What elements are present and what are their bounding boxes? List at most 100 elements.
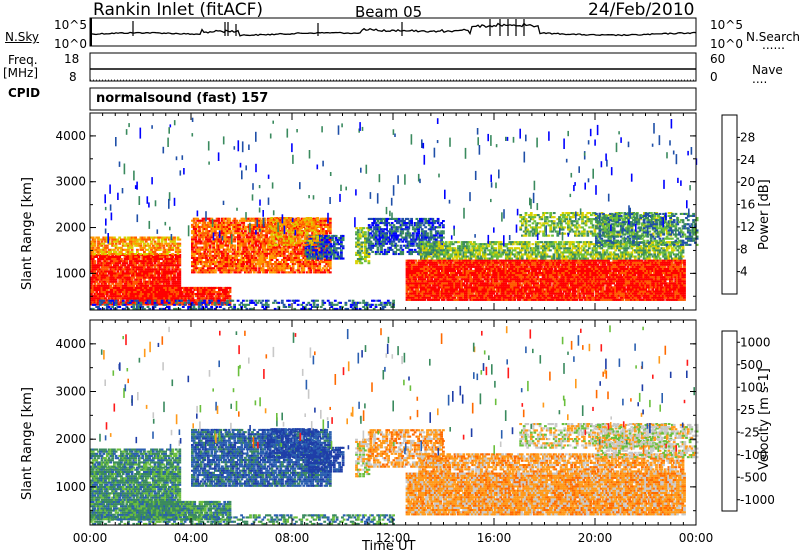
power-cell (157, 278, 160, 281)
power-cell (217, 263, 221, 266)
power-cell (324, 243, 327, 246)
power-cell (238, 242, 242, 245)
power-cell (127, 264, 130, 267)
power-cell (178, 274, 182, 277)
power-cell (418, 286, 421, 289)
power-cell (233, 252, 237, 255)
power-cell (169, 258, 173, 261)
power-cell (258, 271, 261, 274)
power-cell (100, 295, 104, 298)
power-cell (118, 242, 122, 245)
power-cell (166, 244, 169, 247)
power-cell (102, 282, 106, 285)
power-cell (238, 232, 242, 235)
power-cell (91, 288, 95, 291)
power-cell (317, 255, 320, 258)
power-cell (219, 244, 223, 247)
power-cell (399, 246, 403, 249)
power-cell (316, 217, 319, 220)
power-cell (288, 252, 291, 255)
power-cell (174, 258, 178, 261)
power-cell (436, 230, 440, 233)
power-cell (223, 291, 227, 294)
power-cell (153, 250, 157, 253)
power-cell (150, 270, 153, 273)
power-cell (334, 236, 338, 239)
power-cell (95, 266, 99, 269)
power-cell (272, 254, 276, 257)
power-cell (139, 244, 143, 247)
power-cell (277, 244, 281, 247)
power-cell (396, 230, 399, 233)
power-cell (303, 229, 307, 232)
power-cell (277, 252, 281, 255)
power-cell (295, 217, 299, 220)
power-cell (114, 286, 118, 289)
power-cell (305, 221, 309, 224)
power-cell (289, 237, 293, 240)
power-cell (279, 219, 283, 222)
power-cell (228, 263, 231, 266)
power-cell (139, 276, 143, 279)
power-cell (145, 297, 149, 300)
power-cell (360, 262, 364, 265)
power-cell (224, 252, 228, 255)
power-cell (302, 248, 306, 251)
power-cell (229, 263, 233, 266)
power-cell (231, 256, 235, 259)
power-cell (107, 250, 111, 253)
power-cell (256, 244, 260, 247)
power-cell (143, 264, 146, 267)
power-cell (149, 288, 152, 291)
power-cell (221, 242, 224, 245)
power-cell (267, 221, 270, 224)
power-cell (167, 236, 171, 239)
power-cell (385, 222, 389, 225)
power-cell (205, 295, 209, 298)
power-cell (247, 250, 251, 253)
power-cell (178, 278, 182, 281)
power-cell (137, 276, 141, 279)
power-cell (203, 291, 207, 294)
power-cell (142, 297, 145, 300)
power-cell (111, 268, 114, 271)
power-cell (165, 288, 168, 291)
power-cell (173, 238, 176, 241)
power-cell (430, 280, 434, 283)
power-cell (314, 265, 318, 268)
power-cell (130, 262, 134, 265)
power-cell (249, 234, 253, 237)
power-cell (134, 297, 138, 300)
power-cell (328, 271, 332, 274)
power-cell (314, 261, 318, 264)
freq-unit-label: [MHz] (3, 66, 38, 80)
power-cell (130, 282, 134, 285)
power-cell (203, 242, 207, 245)
power-cell (224, 263, 228, 266)
power-cell (95, 280, 99, 283)
power-cell (148, 278, 152, 281)
power-cell (268, 261, 272, 264)
power-cell (116, 238, 120, 241)
power-cell (394, 232, 398, 235)
power-cell (150, 284, 153, 287)
power-cell (410, 294, 414, 297)
power-cell (318, 263, 322, 266)
power-cell (128, 258, 132, 261)
power-cell (164, 284, 167, 287)
power-cell (282, 252, 286, 255)
power-cell (166, 293, 169, 296)
power-cell (235, 236, 238, 239)
power-cell (121, 276, 125, 279)
power-cell (144, 255, 148, 258)
power-cell (159, 288, 163, 291)
power-cell (390, 234, 394, 237)
power-cell (242, 225, 246, 228)
power-cell (360, 231, 364, 234)
nsky-series (89, 22, 697, 37)
power-cell (244, 248, 247, 251)
power-cell (265, 269, 268, 272)
power-cell (428, 259, 432, 262)
power-cell (162, 282, 166, 285)
power-cell (139, 236, 143, 239)
